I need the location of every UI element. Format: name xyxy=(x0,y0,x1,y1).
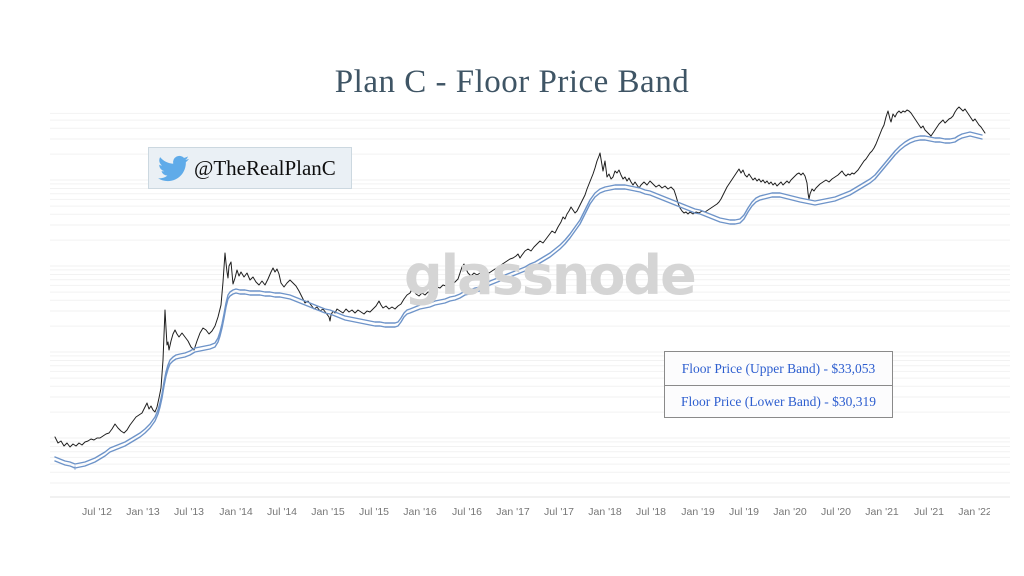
floor-price-labels: Floor Price (Upper Band) - $33,053 Floor… xyxy=(664,351,893,418)
x-tick-label: Jan '22 xyxy=(958,506,990,518)
x-tick-label: Jan '20 xyxy=(773,506,807,518)
x-tick-label: Jul '12 xyxy=(82,506,112,518)
floor-upper-label: Floor Price (Upper Band) - $33,053 xyxy=(664,351,893,386)
x-tick-label: Jul '19 xyxy=(729,506,759,518)
floor-lower-label-text: Floor Price (Lower Band) - $30,319 xyxy=(681,394,876,410)
x-tick-label: Jan '18 xyxy=(588,506,622,518)
x-tick-label: Jul '13 xyxy=(174,506,204,518)
x-tick-label: Jan '17 xyxy=(496,506,530,518)
x-tick-label: Jul '16 xyxy=(452,506,482,518)
chart-title: Plan C - Floor Price Band xyxy=(0,64,1024,101)
x-tick-label: Jul '14 xyxy=(267,506,297,518)
twitter-bird-icon xyxy=(158,153,189,184)
x-tick-label: Jan '14 xyxy=(219,506,253,518)
x-tick-label: Jul '17 xyxy=(544,506,574,518)
twitter-badge[interactable]: @TheRealPlanC xyxy=(148,147,352,189)
x-tick-label: Jul '15 xyxy=(359,506,389,518)
glassnode-watermark: glassnode xyxy=(404,244,695,307)
x-tick-label: Jul '18 xyxy=(636,506,666,518)
x-tick-label: Jul '20 xyxy=(821,506,851,518)
x-tick-label: Jul '21 xyxy=(914,506,944,518)
floor-upper-label-text: Floor Price (Upper Band) - $33,053 xyxy=(682,361,875,377)
floor-lower-label: Floor Price (Lower Band) - $30,319 xyxy=(664,385,893,418)
x-tick-label: Jan '13 xyxy=(126,506,160,518)
x-tick-label: Jan '15 xyxy=(311,506,345,518)
x-axis-labels: Jul '12 Jan '13 Jul '13 Jan '14 Jul '14 Jan '… xyxy=(0,503,990,523)
band-start-marker: + xyxy=(72,463,77,473)
x-tick-label: Jan '19 xyxy=(681,506,715,518)
x-tick-label: Jan '16 xyxy=(403,506,437,518)
x-tick-label: Jan '21 xyxy=(865,506,899,518)
twitter-handle: @TheRealPlanC xyxy=(194,156,336,181)
chart-canvas: + Plan C - Floor Price Band @TheRealPlan… xyxy=(0,0,1024,576)
